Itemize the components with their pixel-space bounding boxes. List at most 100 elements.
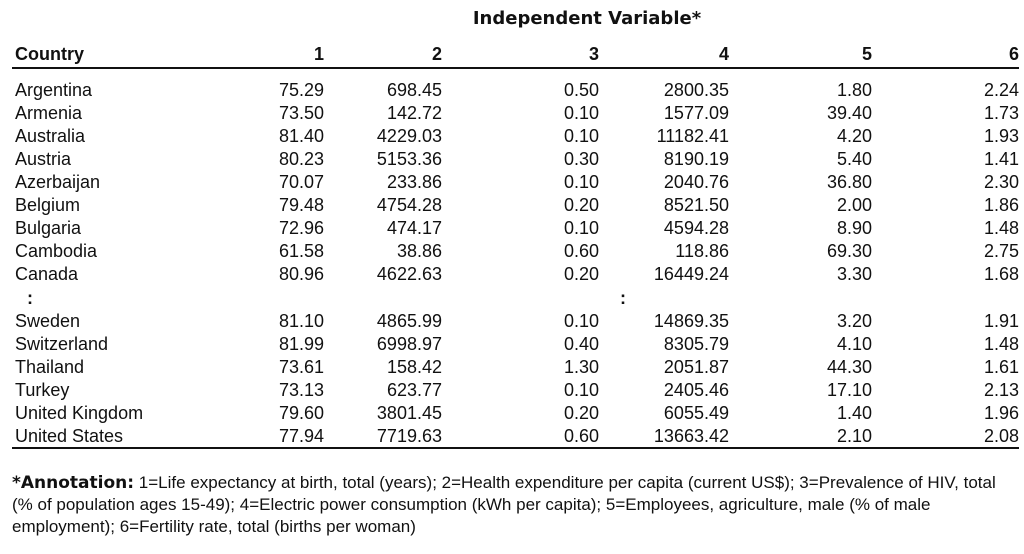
cell-value-4: 118.86 [675,241,729,261]
cell-value-2: 698.45 [386,80,442,100]
table-row: Belgium 79.48 4754.28 0.20 8521.50 2.00 1.86 [15,195,1019,217]
cell-value-1: 73.13 [278,380,324,400]
cell-value-3: 0.10 [563,126,599,146]
cell-value-2: 7719.63 [376,426,442,446]
cell-value-6: 2.13 [983,380,1019,400]
annotation-text: 1=Life expectancy at birth, total (years… [12,473,996,536]
cell-value-3: 1.30 [563,357,599,377]
cell-value-5: 3.20 [836,311,872,331]
cell-value-2: 3801.45 [376,403,442,423]
cell-country: Argentina [15,80,93,100]
annotation-label: *Annotation: [12,473,135,493]
cell-value-3: 0.10 [563,103,599,123]
cell-value-6: 1.41 [983,149,1019,169]
cell-value-5: 1.80 [836,80,872,100]
cell-value-4: 16449.24 [653,264,729,284]
cell-value-5: 44.30 [826,357,872,377]
cell-value-3: 0.50 [563,80,599,100]
cell-value-2: 4622.63 [376,264,442,284]
table-row: Australia 81.40 4229.03 0.10 11182.41 4.20 1.9… [15,126,1019,148]
cell-value-3: 0.60 [563,241,599,261]
cell-country: Cambodia [15,241,98,261]
cell-value-5: 17.10 [826,380,872,400]
cell-value-6: 1.73 [983,103,1019,123]
cell-value-4: 14869.35 [653,311,729,331]
cell-value-5: 1.40 [836,403,872,423]
cell-country: United States [15,426,124,446]
table-row: Sweden 81.10 4865.99 0.10 14869.35 3.20 1.91 [15,311,1019,333]
cell-country: Sweden [15,311,81,331]
cell-value-1: 79.60 [278,403,324,423]
header-1: 1 [313,44,324,64]
cell-value-5: 4.10 [836,334,872,354]
table-row: Canada 80.96 4622.63 0.20 16449.24 3.30 1.68 [15,264,1019,286]
cell-value-1: 79.48 [278,195,324,215]
cell-value-5: 3.30 [836,264,872,284]
cell-value-5: 8.90 [836,218,872,238]
cell-value-1: 77.94 [278,426,324,446]
cell-value-6: 1.91 [983,311,1019,331]
header-rule [12,67,1019,69]
cell-country: Armenia [15,103,83,123]
cell-value-6: 2.08 [983,426,1019,446]
cell-value-5: 39.40 [826,103,872,123]
cell-value-2: 474.17 [386,218,442,238]
cell-value-2: 4865.99 [376,311,442,331]
cell-value-5: 5.40 [836,149,872,169]
cell-value-6: 2.30 [983,172,1019,192]
table-row: Bulgaria 72.96 474.17 0.10 4594.28 8.90 1.48 [15,218,1019,240]
table-row: United States 77.94 7719.63 0.60 13663.42 2.1… [15,426,1019,448]
cell-value-2: 4229.03 [376,126,442,146]
cell-value-4: 13663.42 [653,426,729,446]
cell-value-4: 8305.79 [663,334,729,354]
cell-value-3: 0.20 [563,403,599,423]
cell-value-4: 6055.49 [663,403,729,423]
cell-value-5: 36.80 [826,172,872,192]
cell-value-2: 38.86 [396,241,442,261]
cell-value-1: 81.99 [278,334,324,354]
cell-value-6: 1.93 [983,126,1019,146]
cell-value-1: 80.96 [278,264,324,284]
cell-value-5: 2.10 [836,426,872,446]
cell-value-6: 1.61 [983,357,1019,377]
cell-value-6: 1.68 [983,264,1019,284]
cell-country: Thailand [15,357,85,377]
cell-value-3: 0.10 [563,172,599,192]
cell-country: Canada [15,264,79,284]
cell-value-1: 72.96 [278,218,324,238]
header-country: Country [15,44,84,64]
table-header-row: Country 1 2 3 4 5 6 [15,44,1019,64]
cell-country: Australia [15,126,86,146]
cell-value-4: 2040.76 [663,172,729,192]
cell-value-2: 158.42 [386,357,442,377]
cell-value-5: 69.30 [826,241,872,261]
cell-value-6: 2.24 [983,80,1019,100]
table-row: Thailand 73.61 158.42 1.30 2051.87 44.30 1.61 [15,357,1019,379]
cell-value-6: 1.96 [983,403,1019,423]
cell-value-2: 6998.97 [376,334,442,354]
table-row: United Kingdom 79.60 3801.45 0.20 6055.49 1.4… [15,403,1019,425]
cell-value-4: 2800.35 [663,80,729,100]
cell-country: Switzerland [15,334,109,354]
cell-value-4: 4594.28 [663,218,729,238]
cell-country: Turkey [15,380,70,400]
cell-country: Austria [15,149,72,169]
cell-value-2: 623.77 [386,380,442,400]
cell-value-6: 1.48 [983,218,1019,238]
cell-value-1: 80.23 [278,149,324,169]
cell-value-3: 0.20 [563,264,599,284]
cell-value-4: 1577.09 [663,103,729,123]
cell-value-3: 0.30 [563,149,599,169]
table-row: Cambodia 61.58 38.86 0.60 118.86 69.30 2.75 [15,241,1019,263]
table-row: Austria 80.23 5153.36 0.30 8190.19 5.40 1.41 [15,149,1019,171]
bottom-rule [12,447,1019,449]
table-title: Independent Variable* [472,8,702,29]
annotation-note: *Annotation: 1=Life expectancy at birth,… [12,472,1017,538]
cell-value-4: 8190.19 [663,149,729,169]
cell-value-5: 2.00 [836,195,872,215]
cell-value-2: 4754.28 [376,195,442,215]
cell-value-4: 8521.50 [663,195,729,215]
cell-value-3: 0.60 [563,426,599,446]
cell-value-1: 61.58 [278,241,324,261]
ellipsis-mid: : [620,288,626,308]
